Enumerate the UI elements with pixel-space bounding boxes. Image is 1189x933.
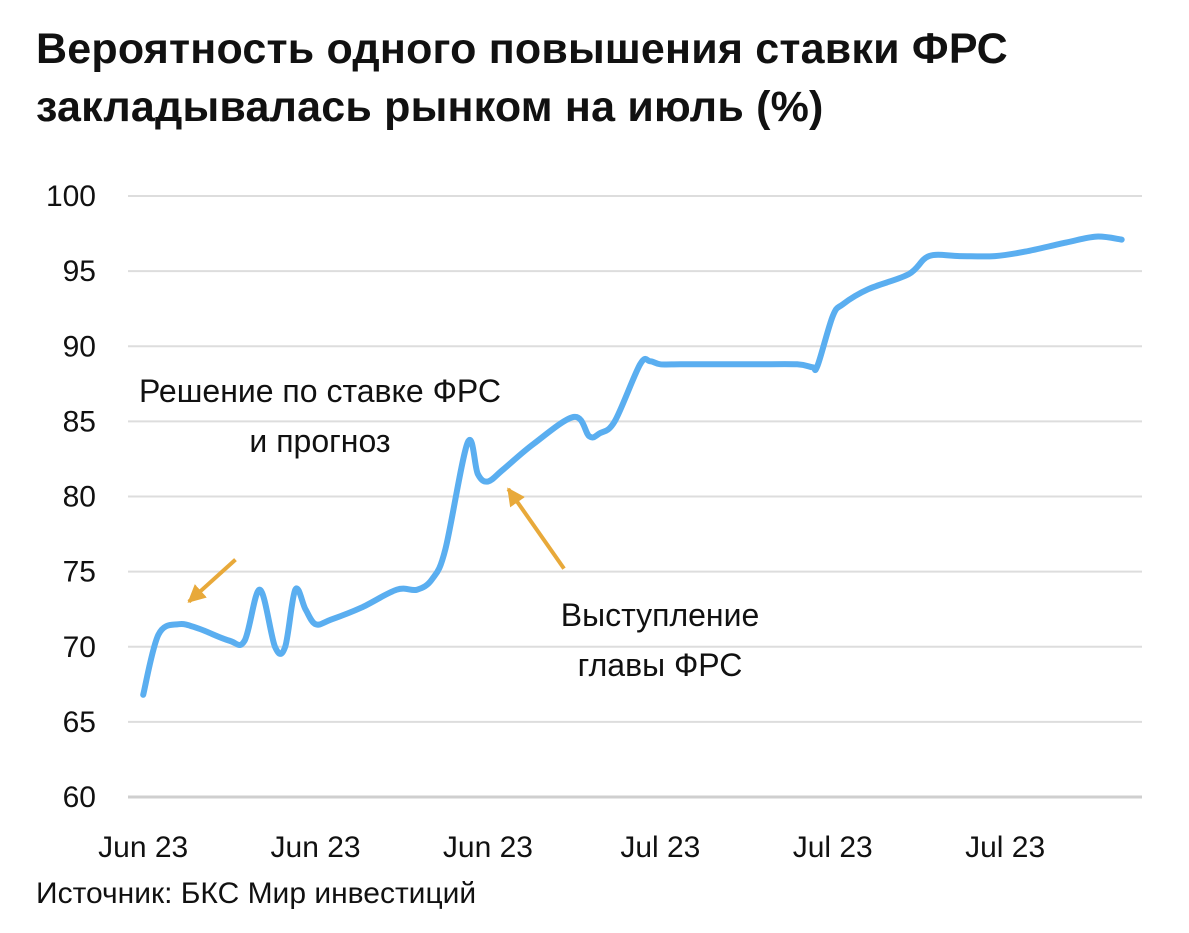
- annotation-text: и прогноз: [249, 423, 390, 459]
- annotation-text: Выступление: [561, 597, 760, 633]
- annotation-text: Решение по ставке ФРС: [139, 373, 501, 409]
- annotation-arrow: [187, 558, 237, 604]
- series-layer: [140, 233, 1125, 698]
- annotations: Решение по ставке ФРС и прогноз Выступлени…: [139, 373, 759, 683]
- x-tick-label: Jun 23: [443, 831, 533, 864]
- y-tick-label: 100: [46, 180, 96, 213]
- x-tick-label: Jun 23: [98, 831, 188, 864]
- series-line-0: [140, 233, 1125, 698]
- x-tick-label: Jul 23: [620, 831, 700, 864]
- y-tick-label: 70: [63, 631, 96, 664]
- x-axis-ticks: Jun 23 Jun 23 Jun 23 Jul 23 Jul 23 Jul 23: [98, 831, 1045, 864]
- chart-title-line-2: закладывалась рынком на июль (%): [36, 83, 824, 131]
- y-tick-label: 75: [63, 556, 96, 589]
- x-tick-label: Jul 23: [793, 831, 873, 864]
- y-tick-label: 95: [63, 255, 96, 288]
- annotation-arrow: [506, 487, 566, 570]
- y-tick-label: 60: [63, 781, 96, 814]
- source-note: Источник: БКС Мир инвестиций: [36, 877, 477, 910]
- chart-title-line-1: Вероятность одного повышения ставки ФРС: [36, 25, 1008, 73]
- chart-title: Вероятность одного повышения ставки ФРС …: [36, 20, 1136, 136]
- y-tick-label: 90: [63, 330, 96, 363]
- y-tick-label: 85: [63, 405, 96, 438]
- y-axis-ticks: 100 95 90 85 80 75 70 65 60: [46, 180, 96, 814]
- annotation-text: главы ФРС: [578, 647, 743, 683]
- y-tick-label: 65: [63, 706, 96, 739]
- y-tick-label: 80: [63, 481, 96, 514]
- grid-lines: [128, 195, 1142, 799]
- x-tick-label: Jul 23: [965, 831, 1045, 864]
- x-tick-label: Jun 23: [271, 831, 361, 864]
